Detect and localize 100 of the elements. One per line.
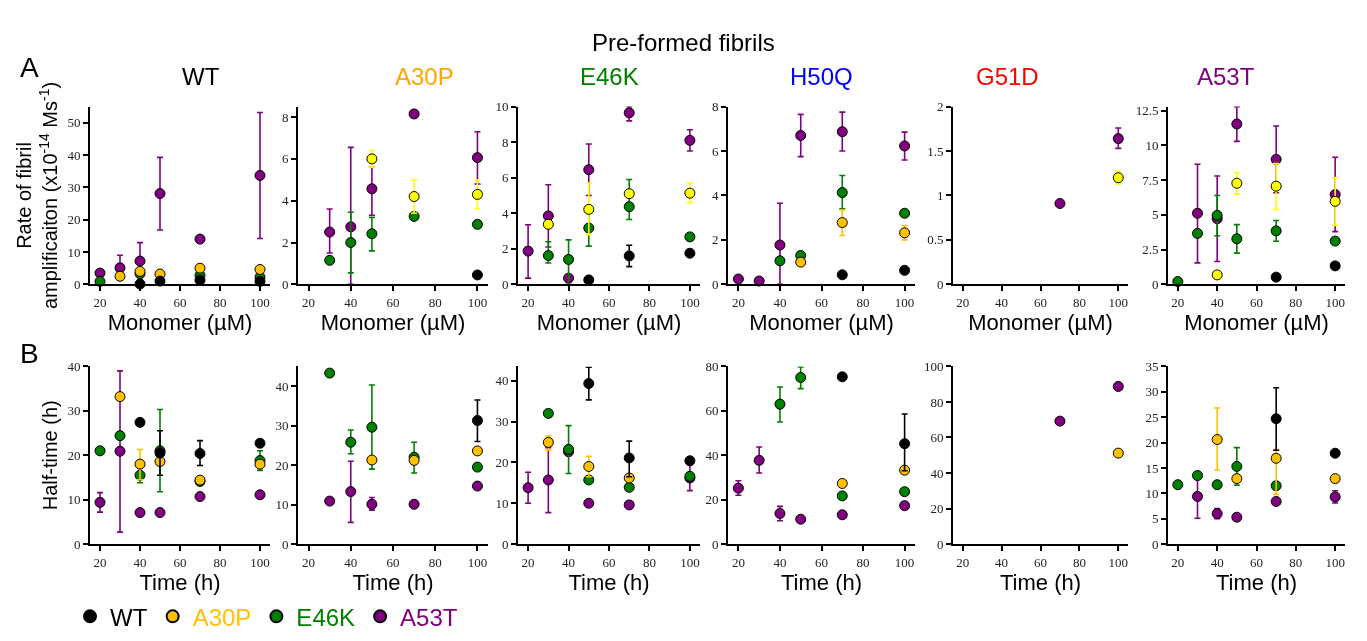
- x-tick-label: 20: [731, 554, 745, 570]
- y-tick-label: 1: [936, 188, 944, 204]
- y-tick-label: 10: [275, 497, 289, 513]
- x-tick-label: 40: [995, 554, 1009, 570]
- legend-label: WT: [110, 603, 148, 631]
- x-tick-label: 100: [680, 554, 700, 570]
- x-axis-title: Monomer (µM): [320, 309, 466, 335]
- text: Pre-formed fibrils: [592, 29, 775, 56]
- y-tick-label: 100: [923, 358, 944, 374]
- legend-label: A53T: [400, 603, 458, 631]
- y-tick-label: 2: [281, 235, 289, 251]
- y-tick-label: 10: [495, 495, 509, 511]
- y-tick-label: 0.5: [927, 232, 944, 248]
- y-tick-label: 0: [1151, 276, 1159, 292]
- y-tick-label: 0: [936, 536, 944, 552]
- x-tick-label: 80: [213, 294, 227, 310]
- x-tick-label: 40: [562, 554, 576, 570]
- y-tick-label: 2: [711, 232, 719, 248]
- x-tick-label: 20: [731, 294, 745, 310]
- x-tick-label: 80: [1072, 554, 1086, 570]
- text: A: [20, 52, 39, 83]
- y-tick-label: 2: [501, 241, 509, 257]
- y-tick-label: 8: [711, 99, 719, 115]
- y-tick-label: 0: [936, 276, 944, 292]
- x-tick-label: 80: [213, 554, 227, 570]
- y-tick-label: 0: [711, 276, 719, 292]
- y-tick-label: 5: [1151, 207, 1159, 223]
- y-tick-label: 0: [711, 536, 719, 552]
- x-tick-label: 40: [133, 554, 147, 570]
- y-tick-label: 80: [705, 358, 719, 374]
- y-tick-label: 40: [495, 373, 509, 389]
- x-tick-label: 60: [602, 554, 616, 570]
- chart-title: A53T: [1197, 63, 1255, 90]
- y-tick-label: 15: [1145, 460, 1159, 476]
- x-tick-label: 20: [521, 294, 535, 310]
- y-tick-label: 30: [275, 418, 289, 434]
- x-tick-label: 100: [1325, 294, 1345, 310]
- y-tick-label: 10: [67, 492, 81, 508]
- x-tick-label: 100: [680, 294, 700, 310]
- x-tick-label: 20: [956, 554, 970, 570]
- x-tick-label: 20: [302, 294, 316, 310]
- y-tick-label: 8: [281, 109, 289, 125]
- x-tick-label: 60: [1250, 294, 1263, 310]
- x-tick-label: 80: [1072, 294, 1086, 310]
- x-axis-title: Monomer (µM): [968, 309, 1113, 335]
- y-tick-label: 2: [936, 99, 944, 115]
- y-tick-label: 8: [501, 134, 509, 150]
- y-tick-label: 4: [711, 188, 719, 204]
- x-tick-label: 100: [1108, 294, 1129, 310]
- y-tick-label: 60: [930, 430, 944, 446]
- y-tick-label: 40: [67, 147, 81, 163]
- y-tick-label: 30: [67, 179, 81, 195]
- x-tick-label: 20: [302, 554, 316, 570]
- x-tick-label: 100: [894, 554, 915, 570]
- y-tick-label: 20: [930, 501, 944, 517]
- y-tick-label: 0: [281, 536, 289, 552]
- x-axis-title: Monomer (µM): [749, 309, 894, 335]
- y-tick-label: 40: [275, 378, 289, 394]
- x-tick-label: 40: [995, 294, 1009, 310]
- x-tick-label: 60: [386, 294, 400, 310]
- y-tick-label: 20: [705, 492, 719, 508]
- chart-title: G51D: [976, 63, 1039, 90]
- y-tick-label: 10: [1145, 138, 1159, 154]
- chart-title: A30P: [395, 63, 454, 90]
- y-tick-label: 10: [1145, 485, 1159, 501]
- x-tick-label: 40: [1210, 294, 1224, 310]
- y-tick-label: 0: [501, 536, 509, 552]
- x-axis-title: Time (h): [568, 569, 650, 595]
- y-tick-label: 12.5: [1135, 103, 1159, 119]
- x-tick-label: 60: [1034, 294, 1047, 310]
- y-tick-label: 7.5: [1142, 172, 1159, 188]
- y-tick-label: 50: [67, 115, 81, 131]
- x-tick-label: 60: [386, 554, 400, 570]
- y-tick-label: 10: [495, 99, 509, 115]
- x-tick-label: 80: [856, 554, 870, 570]
- y-tick-label: 6: [711, 143, 719, 159]
- x-axis-title: Monomer (µM): [1184, 309, 1329, 335]
- y-tick-label: 80: [930, 394, 944, 410]
- y-tick-label: 35: [1145, 358, 1159, 374]
- x-tick-label: 20: [1171, 554, 1185, 570]
- x-axis-title: Time (h): [139, 569, 221, 595]
- legend-label: A30P: [192, 603, 252, 631]
- y-tick-label: 20: [1145, 435, 1159, 451]
- y-tick-label: 30: [67, 403, 81, 419]
- x-tick-label: 80: [642, 294, 656, 310]
- y-tick-label: 20: [67, 212, 81, 228]
- x-tick-label: 40: [344, 294, 358, 310]
- y-tick-label: 20: [67, 447, 81, 463]
- y-tick-label: 40: [67, 358, 81, 374]
- x-tick-label: 100: [250, 294, 270, 310]
- y-tick-label: 30: [495, 414, 509, 430]
- x-axis-title: Time (h): [999, 569, 1082, 595]
- x-tick-label: 100: [250, 554, 270, 570]
- y-tick-label: 6: [501, 170, 509, 186]
- y-axis-title: Half-time (h): [39, 400, 62, 511]
- y-tick-label: 20: [495, 454, 509, 470]
- x-tick-label: 20: [956, 294, 970, 310]
- chart-title: WT: [182, 63, 220, 90]
- x-tick-label: 40: [773, 554, 787, 570]
- x-tick-label: 80: [642, 554, 656, 570]
